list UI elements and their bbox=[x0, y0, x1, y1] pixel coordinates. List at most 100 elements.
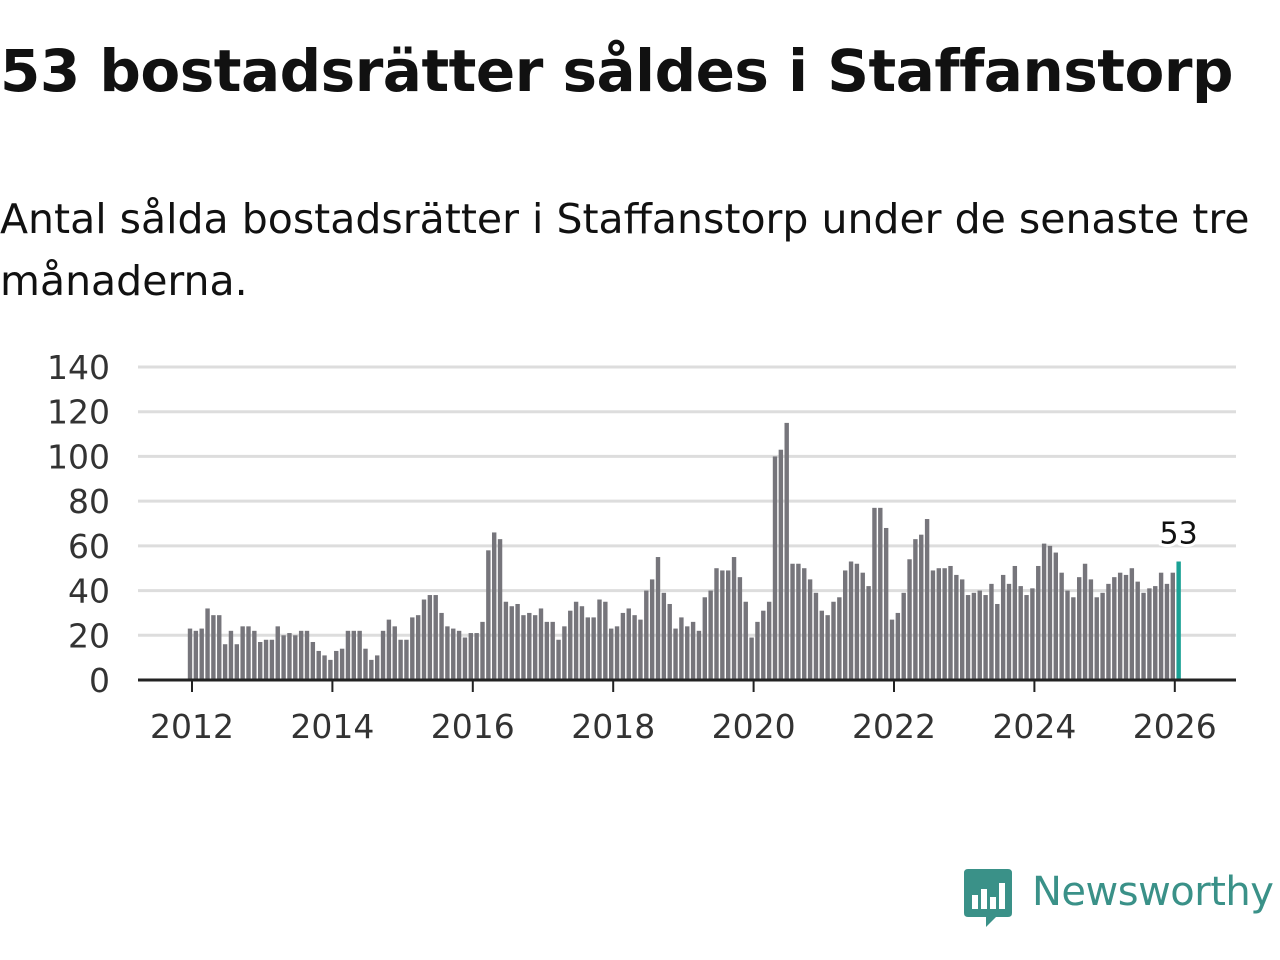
bar bbox=[1158, 572, 1164, 680]
bar bbox=[603, 601, 608, 680]
bar bbox=[298, 630, 304, 680]
bar bbox=[778, 449, 784, 680]
bar bbox=[614, 626, 620, 680]
data-labels: 53 bbox=[1157, 514, 1201, 555]
bar bbox=[304, 630, 310, 680]
bar bbox=[579, 606, 585, 680]
bar bbox=[907, 559, 912, 680]
bar bbox=[649, 579, 655, 680]
bar bbox=[644, 590, 649, 680]
bar bbox=[954, 574, 959, 680]
bar bbox=[638, 619, 643, 680]
bar bbox=[410, 617, 415, 680]
bar bbox=[889, 619, 895, 680]
bar bbox=[737, 577, 743, 680]
bar bbox=[392, 626, 397, 680]
bar bbox=[187, 628, 193, 680]
bar bbox=[878, 507, 883, 680]
bar bbox=[451, 628, 456, 680]
bar bbox=[211, 615, 216, 680]
bar bbox=[456, 630, 462, 680]
bar bbox=[474, 633, 479, 680]
bar bbox=[269, 639, 275, 680]
bar bbox=[1170, 572, 1175, 680]
newsworthy-logo[interactable]: Newsworthy bbox=[962, 866, 1274, 930]
bar bbox=[316, 650, 321, 680]
y-axis-ticks: 0 20 40 60 80 100 120 140 bbox=[47, 348, 110, 700]
bar bbox=[591, 617, 596, 680]
y-tick-label: 80 bbox=[68, 482, 110, 521]
bar bbox=[375, 655, 380, 680]
bar bbox=[632, 615, 637, 680]
bar bbox=[1106, 583, 1111, 680]
bar bbox=[766, 601, 772, 680]
bar bbox=[486, 550, 491, 680]
bar bbox=[1041, 543, 1047, 680]
bar bbox=[550, 621, 555, 680]
bar bbox=[193, 630, 199, 680]
bar bbox=[357, 630, 362, 680]
bar bbox=[263, 639, 269, 680]
x-tick-label: 2026 bbox=[1133, 707, 1217, 746]
bar bbox=[772, 456, 778, 680]
bar bbox=[369, 659, 374, 680]
bar bbox=[556, 639, 561, 680]
bar bbox=[761, 610, 766, 680]
bar bbox=[942, 568, 947, 680]
bar bbox=[901, 592, 906, 680]
bar bbox=[339, 648, 345, 680]
y-tick-label: 120 bbox=[47, 393, 110, 432]
highlight-value-label: 53 bbox=[1160, 517, 1198, 552]
bar bbox=[977, 590, 982, 680]
bar bbox=[848, 561, 854, 680]
bar bbox=[386, 619, 392, 680]
bar bbox=[936, 568, 941, 680]
bar bbox=[1047, 545, 1053, 680]
bar bbox=[275, 626, 280, 680]
bar bbox=[872, 507, 877, 680]
x-tick-label: 2016 bbox=[431, 707, 515, 746]
bar bbox=[222, 644, 228, 680]
bar bbox=[573, 601, 579, 680]
bar bbox=[1024, 595, 1029, 680]
bar bbox=[930, 570, 936, 680]
bar bbox=[199, 628, 204, 680]
x-tick-label: 2018 bbox=[571, 707, 655, 746]
chart-subtitle: Antal sålda bostadsrätter i Staffanstorp… bbox=[0, 195, 1250, 305]
bar-highlight bbox=[1176, 561, 1181, 680]
bar bbox=[784, 422, 789, 680]
grid-lines bbox=[138, 365, 1236, 637]
bar bbox=[585, 617, 590, 680]
bar bbox=[1065, 590, 1070, 680]
bar bbox=[468, 633, 473, 680]
bar bbox=[328, 659, 333, 680]
bar bbox=[854, 563, 860, 680]
bar bbox=[293, 635, 298, 680]
bar bbox=[960, 579, 965, 680]
bar bbox=[626, 608, 631, 680]
bar bbox=[895, 612, 901, 680]
bar bbox=[1030, 588, 1035, 680]
bar bbox=[1012, 565, 1018, 680]
bar bbox=[609, 628, 614, 680]
bar bbox=[620, 612, 626, 680]
bar bbox=[790, 563, 795, 680]
bar bbox=[228, 630, 234, 680]
newsworthy-logo-icon bbox=[964, 869, 1012, 927]
bar bbox=[421, 599, 427, 680]
bar bbox=[1036, 565, 1041, 680]
bar bbox=[1117, 572, 1123, 680]
bar bbox=[234, 644, 239, 680]
bar bbox=[205, 608, 210, 680]
bar bbox=[807, 579, 813, 680]
bar bbox=[538, 608, 544, 680]
bar bbox=[562, 626, 567, 680]
bar bbox=[527, 612, 532, 680]
bar bbox=[843, 570, 848, 680]
bar bbox=[673, 628, 678, 680]
bar bbox=[568, 610, 573, 680]
bar bbox=[380, 630, 386, 680]
newsworthy-logo-text: Newsworthy bbox=[1032, 869, 1274, 915]
bar bbox=[1135, 581, 1140, 680]
y-tick-label: 20 bbox=[68, 616, 110, 655]
